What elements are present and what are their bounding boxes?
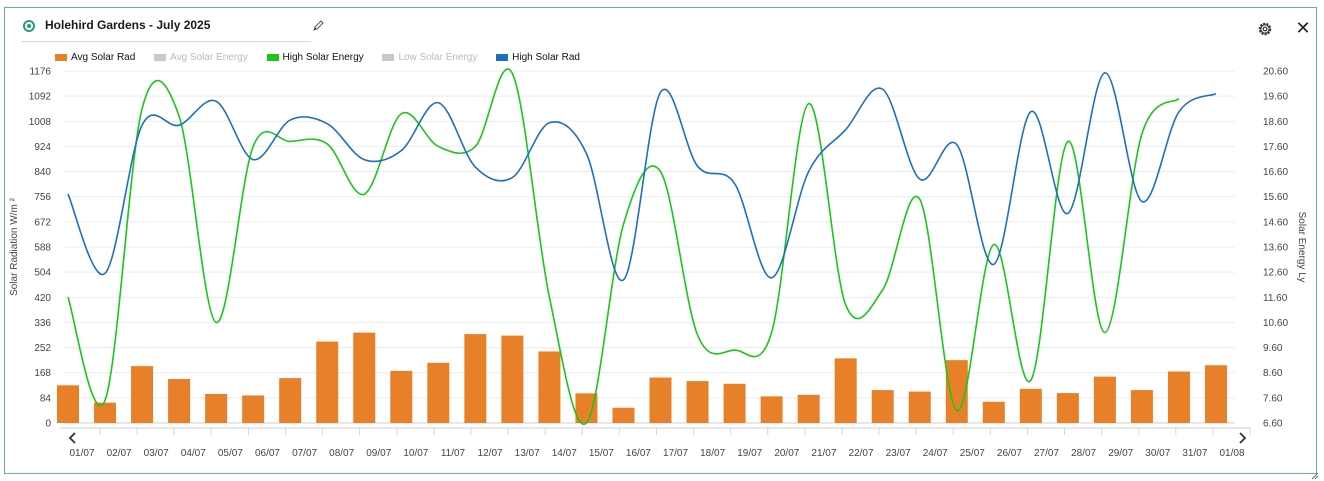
legend-item-low-solar-energy[interactable]: Low Solar Energy: [382, 52, 477, 63]
page-title[interactable]: Holehird Gardens - July 2025: [45, 18, 211, 32]
radio-selected-icon[interactable]: [23, 20, 35, 32]
legend-label: Avg Solar Energy: [170, 52, 248, 63]
pencil-icon[interactable]: [311, 19, 325, 33]
chart-panel: Holehird Gardens - July 2025 ✕ Avg Solar…: [4, 7, 1319, 480]
close-icon[interactable]: ✕: [1295, 18, 1311, 38]
legend-label: Low Solar Energy: [398, 52, 478, 63]
legend-label: High Solar Energy: [282, 52, 364, 63]
legend-swatch: [55, 54, 67, 61]
gear-icon[interactable]: [1256, 20, 1274, 38]
resize-handle-icon[interactable]: [1311, 472, 1319, 480]
legend-item-avg-solar-energy[interactable]: Avg Solar Energy: [154, 52, 248, 63]
legend-label: High Solar Rad: [512, 52, 580, 63]
legend-swatch: [154, 54, 167, 61]
legend-label: Avg Solar Rad: [71, 52, 136, 63]
legend-item-high-solar-rad[interactable]: High Solar Rad: [496, 52, 580, 63]
legend: Avg Solar Rad Avg Solar Energy High Sola…: [55, 52, 596, 66]
legend-swatch: [266, 54, 279, 61]
legend-swatch: [496, 54, 509, 61]
legend-item-avg-solar-rad[interactable]: Avg Solar Rad: [55, 52, 135, 63]
legend-item-high-solar-energy[interactable]: High Solar Energy: [266, 52, 364, 63]
title-row[interactable]: Holehird Gardens - July 2025: [21, 17, 311, 42]
legend-swatch: [382, 54, 395, 61]
